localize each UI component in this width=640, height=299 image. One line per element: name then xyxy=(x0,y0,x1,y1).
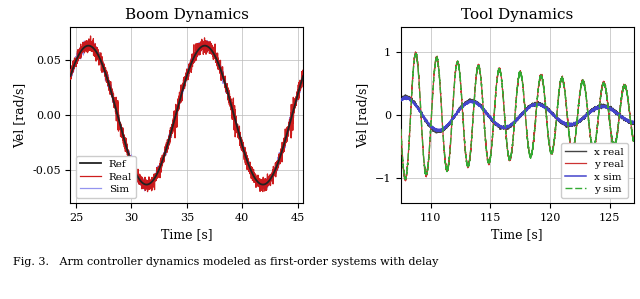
y sim xyxy=(391,47,399,50)
y real xyxy=(569,150,577,153)
y real xyxy=(391,46,399,50)
Ref xyxy=(61,93,68,97)
y real xyxy=(494,72,502,76)
Line: Ref: Ref xyxy=(65,46,308,184)
Line: x sim: x sim xyxy=(395,97,639,131)
Ref xyxy=(89,46,97,49)
Line: x real: x real xyxy=(395,95,639,133)
y sim xyxy=(496,68,504,72)
Real xyxy=(274,167,282,170)
Sim xyxy=(305,62,312,66)
x real xyxy=(401,93,409,97)
x sim xyxy=(569,123,577,126)
Real xyxy=(155,170,163,174)
X-axis label: Time [s]: Time [s] xyxy=(161,229,212,242)
Ref xyxy=(305,59,312,62)
x real xyxy=(616,113,624,117)
Real xyxy=(300,70,308,74)
Legend: Ref, Real, Sim: Ref, Real, Sim xyxy=(76,156,136,198)
Sim xyxy=(103,75,111,79)
y real xyxy=(628,132,636,135)
y real xyxy=(508,153,515,157)
Line: Sim: Sim xyxy=(65,41,308,191)
y real xyxy=(391,48,399,52)
Real xyxy=(165,137,173,140)
Sim xyxy=(203,39,211,42)
x real xyxy=(508,123,515,127)
y real xyxy=(636,119,640,123)
Sim xyxy=(300,70,308,73)
x real xyxy=(569,124,577,128)
x sim xyxy=(628,121,636,125)
Ref xyxy=(201,44,209,48)
x sim xyxy=(436,129,444,133)
Sim xyxy=(274,164,282,168)
y sim xyxy=(616,108,624,112)
Line: y sim: y sim xyxy=(395,48,639,180)
x real xyxy=(391,105,399,108)
x sim xyxy=(508,123,515,126)
Title: Tool Dynamics: Tool Dynamics xyxy=(461,7,573,22)
x real xyxy=(628,122,636,126)
Sim xyxy=(89,45,97,49)
x sim xyxy=(401,95,408,98)
Real xyxy=(144,190,152,193)
Ref xyxy=(154,169,162,173)
x real xyxy=(494,123,502,127)
y sim xyxy=(628,132,636,135)
Sim xyxy=(61,92,68,96)
Real xyxy=(86,34,94,38)
y sim xyxy=(569,148,577,151)
Real xyxy=(61,87,68,91)
Ref xyxy=(259,183,267,186)
Ref xyxy=(165,138,173,142)
x sim xyxy=(616,113,624,117)
y real xyxy=(496,68,504,71)
y sim xyxy=(494,74,502,77)
Y-axis label: Vel [rad/s]: Vel [rad/s] xyxy=(356,83,369,148)
x sim xyxy=(391,105,399,108)
Real xyxy=(89,47,97,51)
Line: Real: Real xyxy=(65,36,308,192)
Real xyxy=(305,58,312,62)
X-axis label: Time [s]: Time [s] xyxy=(492,229,543,242)
Sim xyxy=(155,166,163,170)
x real xyxy=(636,122,640,125)
x real xyxy=(433,131,441,135)
Ref xyxy=(300,71,308,75)
Line: y real: y real xyxy=(395,48,639,181)
x real xyxy=(496,127,504,130)
Text: Fig. 3.   Arm controller dynamics modeled as first-order systems with delay: Fig. 3. Arm controller dynamics modeled … xyxy=(13,257,438,267)
x sim xyxy=(494,123,502,127)
Sim xyxy=(165,143,173,147)
Y-axis label: Vel [rad/s]: Vel [rad/s] xyxy=(13,83,26,148)
x sim xyxy=(496,123,504,127)
y real xyxy=(616,108,624,111)
Ref xyxy=(103,77,111,80)
Title: Boom Dynamics: Boom Dynamics xyxy=(125,7,249,22)
Sim xyxy=(141,189,148,193)
x sim xyxy=(636,120,640,124)
Ref xyxy=(274,162,282,165)
y sim xyxy=(401,178,409,182)
Real xyxy=(104,71,111,74)
y real xyxy=(402,179,410,183)
y sim xyxy=(508,153,515,157)
Legend: x real, y real, x sim, y sim: x real, y real, x sim, y sim xyxy=(561,143,628,198)
y sim xyxy=(636,120,640,123)
